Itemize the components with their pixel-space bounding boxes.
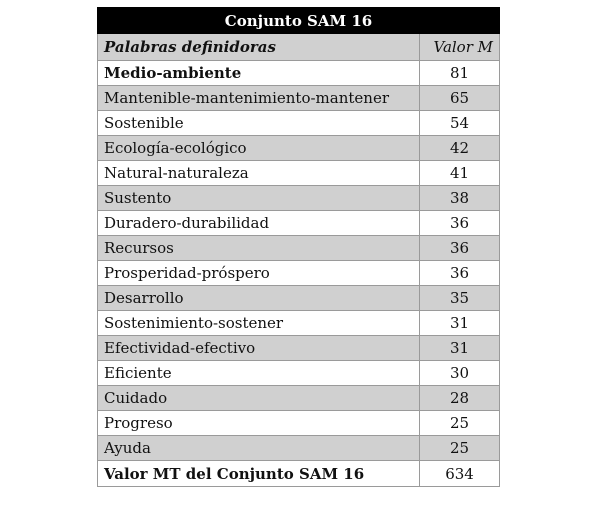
value-cell: 36 (418, 260, 501, 286)
table-row: Efectividad-efectivo 31 (97, 335, 501, 361)
word-cell: Mantenible-mantenimiento-mantener (97, 85, 420, 111)
value-cell: 81 (418, 60, 501, 86)
total-label: Valor MT del Conjunto SAM 16 (97, 460, 420, 487)
word-cell: Ecología-ecológico (97, 135, 420, 161)
value-cell: 41 (418, 160, 501, 186)
word-cell: Sostenimiento-sostener (97, 310, 420, 336)
value-cell: 35 (418, 285, 501, 311)
table-row: Duradero-durabilidad 36 (97, 210, 501, 236)
total-value: 634 (418, 460, 501, 487)
table-row: Progreso 25 (97, 410, 501, 436)
table-row: Ayuda 25 (97, 435, 501, 461)
header-word: Palabras definidoras (97, 33, 420, 61)
word-cell: Eficiente (97, 360, 420, 386)
value-cell: 30 (418, 360, 501, 386)
table-row: Sostenible 54 (97, 110, 501, 136)
word-cell: Progreso (97, 410, 420, 436)
table-row: Sostenimiento-sostener 31 (97, 310, 501, 336)
word-cell: Prosperidad-próspero (97, 260, 420, 286)
value-cell: 36 (418, 235, 501, 261)
table-row: Ecología-ecológico 42 (97, 135, 501, 161)
word-cell: Duradero-durabilidad (97, 210, 420, 236)
value-cell: 42 (418, 135, 501, 161)
word-cell: Recursos (97, 235, 420, 261)
title-row: Conjunto SAM 16 (96, 7, 501, 34)
word-cell: Sustento (97, 185, 420, 211)
value-cell: 31 (418, 335, 501, 361)
value-cell: 25 (418, 410, 501, 436)
value-cell: 65 (418, 85, 501, 111)
table-row: Natural-naturaleza 41 (97, 160, 501, 186)
table-title: Conjunto SAM 16 (96, 7, 501, 34)
word-cell: Sostenible (97, 110, 420, 136)
table-row: Recursos 36 (97, 235, 501, 261)
table-row: Cuidado 28 (97, 385, 501, 411)
header-value: Valor M (418, 33, 501, 61)
word-cell: Medio-ambiente (97, 60, 420, 86)
word-cell: Ayuda (97, 435, 420, 461)
table-row: Desarrollo 35 (97, 285, 501, 311)
total-row: Valor MT del Conjunto SAM 16 634 (97, 460, 501, 487)
word-cell: Natural-naturaleza (97, 160, 420, 186)
header-row: Palabras definidoras Valor M (97, 33, 501, 61)
value-cell: 31 (418, 310, 501, 336)
value-cell: 28 (418, 385, 501, 411)
value-cell: 25 (418, 435, 501, 461)
table-row: Eficiente 30 (97, 360, 501, 386)
table-row: Prosperidad-próspero 36 (97, 260, 501, 286)
table-row: Medio-ambiente 81 (97, 60, 501, 86)
sam-table: Conjunto SAM 16 Palabras definidoras Val… (96, 7, 501, 487)
value-cell: 36 (418, 210, 501, 236)
table-row: Sustento 38 (97, 185, 501, 211)
word-cell: Cuidado (97, 385, 420, 411)
value-cell: 54 (418, 110, 501, 136)
word-cell: Desarrollo (97, 285, 420, 311)
value-cell: 38 (418, 185, 501, 211)
word-cell: Efectividad-efectivo (97, 335, 420, 361)
table-row: Mantenible-mantenimiento-mantener 65 (97, 85, 501, 111)
